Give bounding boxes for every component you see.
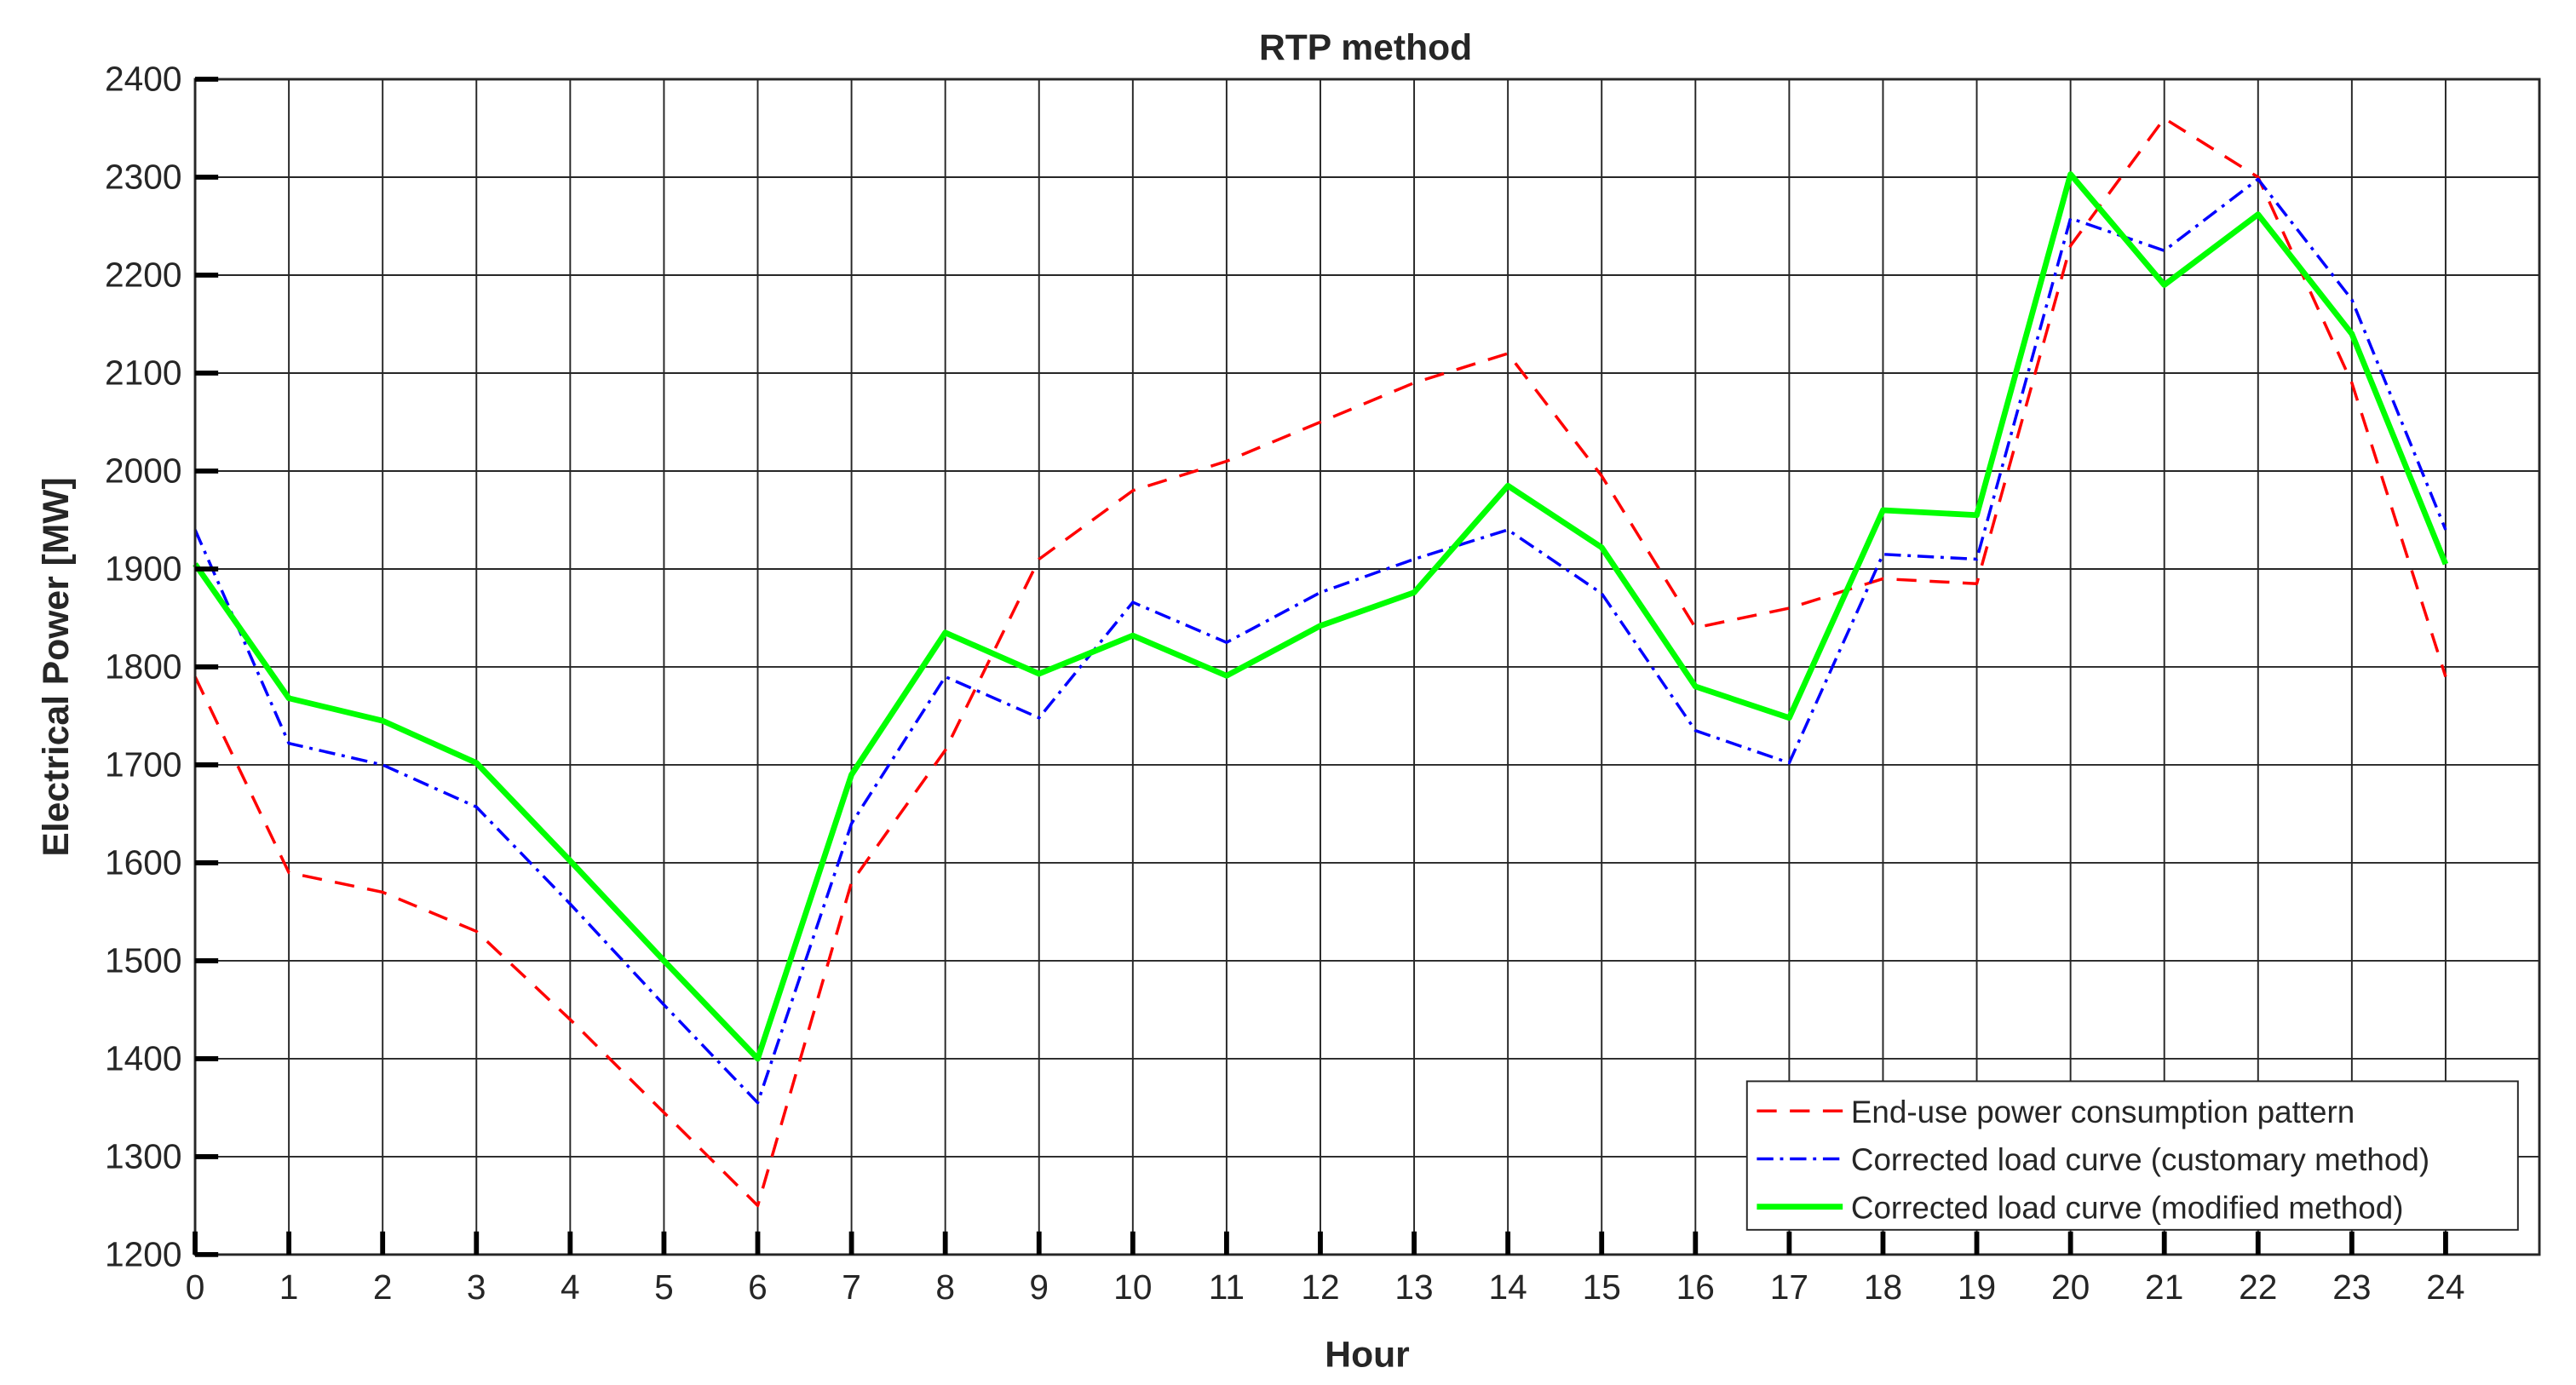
x-tick-label: 7 (842, 1267, 861, 1307)
x-tick-label: 10 (1113, 1267, 1152, 1307)
y-tick-label: 2200 (105, 256, 182, 295)
y-tick-label: 1900 (105, 549, 182, 589)
y-tick-label: 1800 (105, 647, 182, 687)
x-tick-label: 1 (279, 1267, 299, 1307)
x-tick-label: 24 (2426, 1267, 2464, 1307)
x-tick-label: 4 (561, 1267, 580, 1307)
x-tick-label: 15 (1583, 1267, 1621, 1307)
legend-label: Corrected load curve (modified method) (1851, 1190, 2404, 1225)
x-tick-label: 13 (1394, 1267, 1433, 1307)
y-tick-label: 2400 (105, 60, 182, 99)
x-tick-label: 6 (748, 1267, 768, 1307)
x-tick-label: 3 (467, 1267, 486, 1307)
legend-label: End-use power consumption pattern (1851, 1095, 2355, 1129)
x-tick-label: 12 (1301, 1267, 1339, 1307)
x-tick-label: 16 (1676, 1267, 1715, 1307)
x-tick-label: 19 (1958, 1267, 1996, 1307)
x-tick-label: 18 (1864, 1267, 1902, 1307)
y-tick-label: 1400 (105, 1038, 182, 1078)
y-axis-label: Electrical Power [MW] (36, 477, 77, 856)
legend-box (1745, 1080, 2519, 1231)
x-tick-label: 22 (2239, 1267, 2277, 1307)
y-tick-label: 1200 (105, 1234, 182, 1273)
x-tick-label: 23 (2332, 1267, 2371, 1307)
series-group (193, 117, 2449, 1208)
y-tick-label: 1700 (105, 745, 182, 784)
x-tick-label: 5 (654, 1267, 674, 1307)
x-tick-label: 21 (2145, 1267, 2183, 1307)
y-tick-label: 2300 (105, 158, 182, 197)
x-axis-label: Hour (1325, 1335, 1409, 1376)
x-tick-label: 8 (935, 1267, 955, 1307)
x-tick-label: 11 (1209, 1267, 1245, 1307)
y-tick-label: 1300 (105, 1136, 182, 1175)
x-tick-label: 2 (373, 1267, 393, 1307)
ticks: 0 1 2 3 4 5 6 7 8 9 10 11 12 13 14 15 16 17 18 19 20 21 22 23 24… (105, 60, 2465, 1307)
grid (194, 78, 2540, 1256)
y-tick-label: 1600 (105, 843, 182, 882)
x-tick-label: 9 (1029, 1267, 1049, 1307)
x-tick-label: 20 (2051, 1267, 2090, 1307)
legend: End-use power consumption pattern Correct… (1745, 1080, 2519, 1231)
chart-title: RTP method (1259, 27, 1472, 68)
x-tick-label: 17 (1770, 1267, 1808, 1307)
x-tick-label: 14 (1489, 1267, 1527, 1307)
y-tick-label: 2000 (105, 451, 182, 491)
x-tick-label: 0 (186, 1267, 205, 1307)
y-tick-label: 1500 (105, 940, 182, 980)
y-tick-label: 2100 (105, 353, 182, 393)
legend-label: Corrected load curve (customary method) (1851, 1142, 2429, 1177)
